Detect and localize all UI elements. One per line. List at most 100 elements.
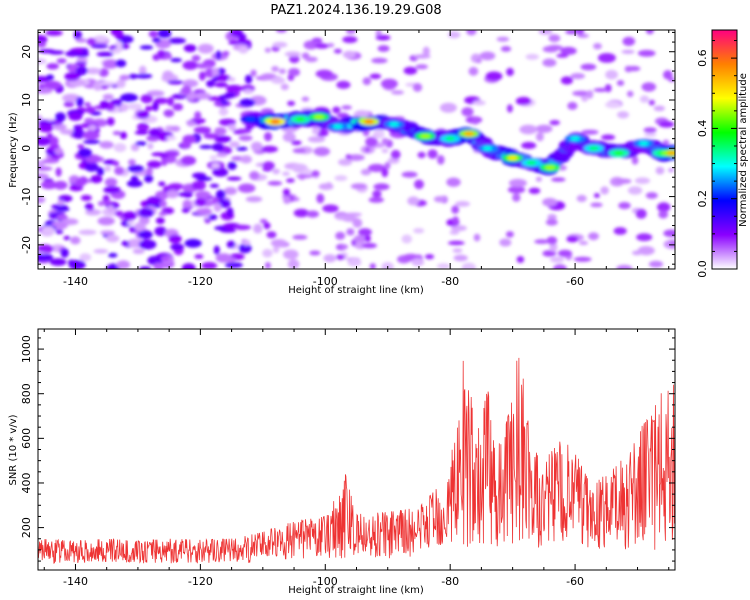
amplitude-blob	[342, 50, 356, 59]
amplitude-blob	[112, 131, 122, 136]
amplitude-blob	[282, 132, 296, 143]
amplitude-blob	[146, 196, 162, 205]
amplitude-blob	[593, 193, 600, 198]
amplitude-blob	[229, 141, 240, 148]
amplitude-blob	[542, 197, 558, 207]
amplitude-blob	[229, 30, 237, 36]
amplitude-blob	[38, 196, 46, 204]
amplitude-blob	[545, 219, 558, 226]
amplitude-blob	[496, 36, 510, 42]
amplitude-blob	[566, 235, 579, 243]
amplitude-blob	[65, 50, 80, 57]
amplitude-blob	[666, 150, 675, 156]
amplitude-blob	[335, 214, 349, 221]
amplitude-blob	[505, 231, 514, 238]
amplitude-blob	[207, 96, 221, 101]
amplitude-blob	[653, 105, 665, 112]
amplitude-blob	[507, 186, 526, 194]
amplitude-blob	[272, 168, 280, 175]
amplitude-blob	[593, 88, 609, 92]
amplitude-blob	[157, 30, 172, 39]
amplitude-blob	[112, 160, 120, 167]
amplitude-blob	[213, 245, 220, 255]
amplitude-blob	[170, 243, 185, 251]
amplitude-blob	[215, 253, 232, 263]
amplitude-blob	[295, 117, 306, 122]
amplitude-blob	[135, 141, 147, 146]
amplitude-blob	[79, 253, 92, 262]
amplitude-blob	[87, 204, 94, 211]
amplitude-blob	[364, 147, 371, 153]
amplitude-blob	[228, 123, 237, 131]
amplitude-blob	[447, 31, 461, 39]
amplitude-blob	[572, 90, 590, 97]
amplitude-blob	[272, 245, 280, 254]
amplitude-blob	[216, 152, 228, 158]
amplitude-blob	[288, 68, 300, 76]
amplitude-blob	[466, 30, 477, 36]
amplitude-blob	[556, 53, 569, 58]
amplitude-blob	[211, 143, 224, 152]
amplitude-blob	[333, 48, 342, 54]
amplitude-blob	[521, 141, 537, 150]
amplitude-blob	[97, 216, 115, 226]
amplitude-blob	[645, 30, 654, 35]
amplitude-blob	[560, 46, 577, 55]
amplitude-blob	[116, 260, 131, 269]
amplitude-blob	[645, 192, 658, 199]
amplitude-blob	[264, 262, 271, 269]
x-tick-label: -120	[188, 575, 213, 588]
amplitude-blob	[191, 181, 202, 190]
amplitude-blob	[655, 166, 665, 175]
amplitude-blob	[546, 236, 558, 245]
amplitude-blob	[191, 55, 201, 62]
amplitude-blob	[140, 94, 153, 104]
amplitude-blob	[259, 219, 268, 224]
amplitude-blob	[153, 262, 165, 269]
spectrogram-x-ticks: -140 -120 -100 -80 -60	[43, 30, 670, 288]
amplitude-blob	[99, 81, 117, 86]
amplitude-blob	[147, 143, 154, 150]
amplitude-blob	[162, 70, 174, 80]
amplitude-blob	[172, 103, 184, 111]
amplitude-blob	[528, 187, 541, 194]
amplitude-blob	[479, 51, 496, 61]
snr-x-axis-label: Height of straight line (km)	[288, 585, 424, 596]
amplitude-blob	[417, 151, 426, 159]
amplitude-blob	[278, 68, 286, 75]
amplitude-blob	[139, 45, 154, 50]
amplitude-blob	[452, 216, 459, 225]
amplitude-blob	[293, 208, 310, 218]
amplitude-blob	[146, 160, 162, 169]
amplitude-blob	[284, 51, 301, 57]
amplitude-blob	[411, 258, 425, 267]
amplitude-blob	[364, 235, 371, 242]
amplitude-blob	[215, 189, 226, 200]
amplitude-blob	[38, 87, 53, 94]
amplitude-blob	[412, 83, 423, 92]
amplitude-blob	[335, 231, 346, 240]
amplitude-blob	[170, 58, 183, 63]
amplitude-blob	[292, 148, 306, 154]
amplitude-blob	[129, 226, 137, 233]
amplitude-blob	[45, 30, 63, 36]
amplitude-blob	[182, 199, 192, 209]
amplitude-blob	[75, 178, 85, 187]
x-tick-label: -120	[188, 275, 213, 288]
amplitude-blob	[549, 242, 558, 252]
amplitude-blob	[98, 68, 109, 77]
amplitude-blob	[362, 77, 372, 86]
amplitude-blob	[542, 250, 557, 257]
amplitude-blob	[657, 202, 671, 212]
amplitude-blob	[218, 107, 229, 116]
amplitude-blob	[636, 233, 653, 242]
spectrogram-x-axis-label: Height of straight line (km)	[288, 285, 424, 296]
amplitude-blob	[361, 242, 377, 249]
amplitude-blob	[198, 71, 206, 81]
amplitude-blob	[85, 106, 96, 114]
amplitude-blob	[238, 243, 252, 254]
amplitude-blob	[55, 167, 62, 177]
amplitude-blob	[437, 155, 445, 165]
amplitude-blob	[298, 173, 306, 180]
amplitude-blob	[347, 154, 365, 161]
